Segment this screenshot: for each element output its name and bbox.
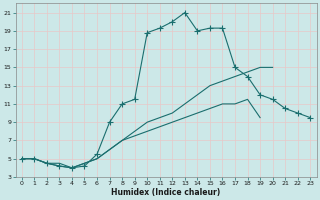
X-axis label: Humidex (Indice chaleur): Humidex (Indice chaleur) [111,188,221,197]
